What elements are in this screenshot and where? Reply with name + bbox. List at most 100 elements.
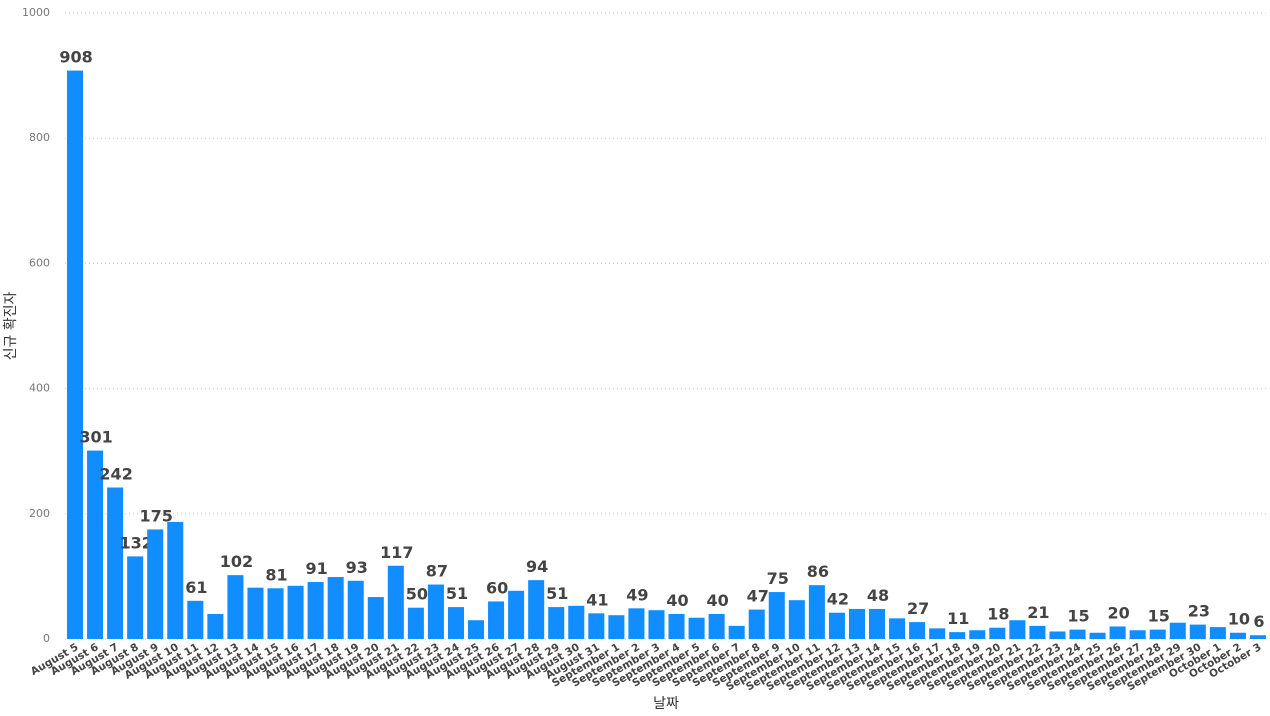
bar: [468, 620, 485, 639]
y-axis-title: 신규 확진자: [3, 291, 19, 360]
value-label: 117: [380, 543, 413, 562]
bar: [1149, 629, 1166, 639]
bar: [548, 607, 565, 639]
value-label: 102: [220, 552, 253, 571]
bar: [728, 625, 745, 639]
bar: [67, 70, 84, 640]
bar: [1229, 632, 1246, 639]
x-axis-title: 날짜: [653, 696, 679, 712]
value-label: 20: [1107, 603, 1129, 622]
bar: [568, 605, 585, 639]
bar: [969, 630, 986, 639]
bar: [207, 613, 224, 639]
bar: [648, 610, 665, 639]
bar: [227, 575, 244, 639]
value-label: 49: [626, 585, 648, 604]
bar: [447, 607, 464, 639]
bar: [367, 597, 384, 639]
value-label: 11: [947, 609, 969, 628]
bar: [869, 608, 886, 639]
value-label: 908: [59, 48, 92, 67]
bar: [708, 613, 725, 639]
value-label: 40: [666, 591, 688, 610]
bar: [949, 632, 966, 639]
value-label: 86: [807, 562, 829, 581]
value-label: 15: [1067, 607, 1089, 626]
bar: [588, 613, 605, 639]
bar: [1249, 635, 1266, 639]
value-label: 41: [586, 590, 608, 609]
y-tick-label: 800: [29, 131, 50, 144]
bar: [1169, 622, 1186, 639]
value-label: 132: [119, 533, 152, 552]
bar: [387, 565, 404, 639]
bar: [848, 608, 865, 639]
bar: [307, 582, 324, 639]
bar: [989, 627, 1006, 639]
bar: [608, 615, 625, 639]
bar: [628, 608, 645, 639]
bar: [688, 617, 705, 639]
bar: [1029, 625, 1046, 639]
bar: [1129, 630, 1146, 639]
bar: [488, 601, 505, 639]
bar: [668, 613, 685, 639]
bar: [267, 588, 284, 639]
value-label: 60: [486, 578, 508, 597]
bar: [1209, 627, 1226, 639]
y-tick-label: 1000: [22, 6, 50, 19]
value-label: 61: [185, 578, 207, 597]
bar: [407, 607, 424, 639]
bar: [1109, 626, 1126, 639]
bar: [508, 590, 525, 639]
y-tick-label: 600: [29, 256, 50, 269]
bar: [808, 585, 825, 639]
y-tick-label: 200: [29, 507, 50, 520]
value-label: 51: [446, 584, 468, 603]
value-label: 175: [140, 506, 173, 525]
y-tick-label: 400: [29, 382, 50, 395]
bar: [427, 584, 444, 639]
value-label: 50: [406, 585, 428, 604]
bar: [147, 529, 164, 639]
value-label: 51: [546, 584, 568, 603]
bar: [1049, 631, 1066, 639]
bar: [1009, 620, 1026, 639]
bar: [287, 585, 304, 639]
bar: [528, 580, 545, 639]
value-label: 40: [706, 591, 728, 610]
bar: [768, 592, 785, 639]
value-label: 23: [1188, 602, 1210, 621]
bar: [929, 628, 946, 639]
bar: [107, 487, 124, 639]
value-label: 6: [1253, 612, 1264, 631]
value-label: 18: [987, 605, 1009, 624]
bar: [347, 580, 364, 639]
bar: [247, 587, 264, 639]
value-label: 75: [767, 569, 789, 588]
bar: [1089, 632, 1106, 639]
value-label: 27: [907, 599, 929, 618]
value-label: 94: [526, 557, 548, 576]
value-label: 48: [867, 586, 889, 605]
value-label: 242: [99, 465, 132, 484]
value-label: 93: [346, 558, 368, 577]
bar: [187, 600, 204, 639]
y-tick-label: 0: [43, 632, 50, 645]
bar: [828, 612, 845, 639]
value-label: 91: [305, 559, 327, 578]
value-label: 15: [1148, 607, 1170, 626]
bar: [889, 618, 906, 639]
value-label: 42: [827, 590, 849, 609]
bar: [748, 609, 765, 639]
value-label: 47: [747, 587, 769, 606]
bar: [1069, 629, 1086, 639]
bar: [327, 577, 344, 639]
bar: [127, 556, 144, 639]
bar: [1189, 624, 1206, 639]
value-label: 10: [1228, 610, 1250, 629]
bar: [788, 600, 805, 639]
bar: [87, 450, 104, 639]
value-label: 21: [1027, 603, 1049, 622]
